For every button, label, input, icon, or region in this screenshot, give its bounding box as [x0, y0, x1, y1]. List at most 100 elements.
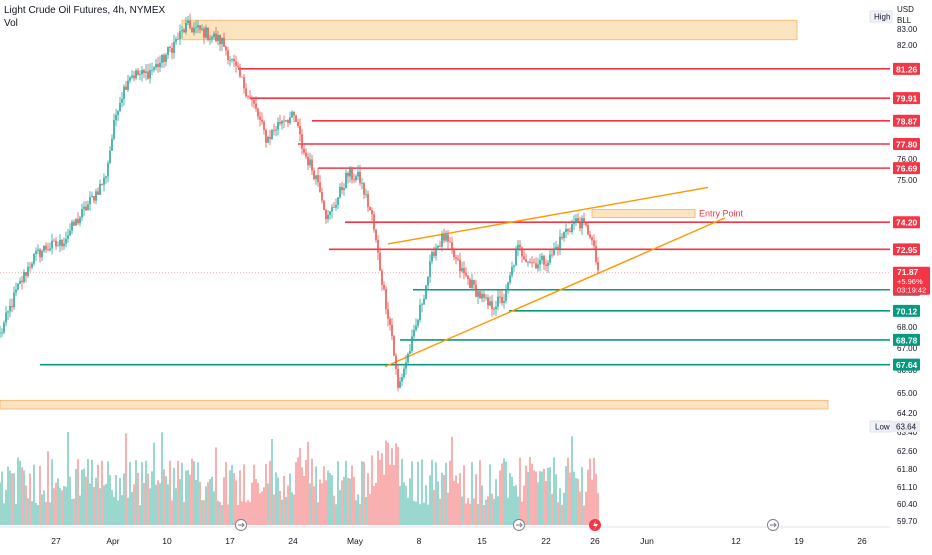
- candle-body: [365, 194, 367, 195]
- support-badge-1-bg: [893, 304, 920, 317]
- candle-body: [343, 188, 345, 191]
- candle-body: [41, 250, 43, 258]
- candle-body: [143, 69, 145, 74]
- volume-bar: [289, 473, 291, 525]
- candle-body: [71, 221, 73, 231]
- candles: [0, 13, 599, 392]
- candle: [129, 75, 131, 84]
- candle: [13, 286, 15, 310]
- volume-bar: [581, 467, 583, 525]
- candle-body: [557, 246, 559, 250]
- candle-body: [157, 63, 159, 68]
- volume-bar: [579, 491, 581, 525]
- candle-body: [595, 246, 597, 263]
- volume-bar: [129, 462, 131, 525]
- candle: [37, 244, 39, 255]
- candle-body: [377, 239, 379, 253]
- candle-body: [335, 204, 337, 208]
- candle-body: [461, 268, 463, 272]
- candle-body: [181, 29, 183, 32]
- candle-body: [311, 159, 313, 171]
- volume-bar: [229, 470, 231, 525]
- candle-body: [329, 211, 331, 215]
- candle: [205, 24, 207, 39]
- candle: [333, 202, 335, 209]
- candle: [111, 134, 113, 152]
- candle: [229, 56, 231, 67]
- candle-body: [255, 103, 257, 109]
- candle: [495, 300, 497, 317]
- candle: [11, 298, 13, 313]
- candle-body: [163, 55, 165, 62]
- volume-bar: [263, 487, 265, 525]
- candle-body: [281, 120, 283, 124]
- candle-body: [19, 280, 21, 284]
- resistance-badge-4-text: 76.69: [896, 164, 918, 174]
- candle: [537, 258, 539, 272]
- volume-bar: [423, 502, 425, 525]
- candle-body: [105, 176, 107, 178]
- candle: [279, 114, 281, 126]
- candle: [485, 293, 487, 301]
- candle-body: [77, 219, 79, 224]
- candle-body: [303, 148, 305, 153]
- candle: [535, 257, 537, 269]
- candle: [549, 248, 551, 266]
- volume-bar: [387, 442, 389, 525]
- candle-body: [321, 192, 323, 201]
- volume-bar: [9, 470, 11, 525]
- candle-body: [425, 285, 427, 299]
- volume-bar: [201, 500, 203, 525]
- candle: [271, 128, 273, 141]
- candle-body: [505, 289, 507, 302]
- time-tick-label: 22: [541, 536, 551, 546]
- volume-bar: [273, 494, 275, 525]
- candle-body: [413, 330, 415, 337]
- volume-bar: [15, 504, 17, 525]
- candle: [587, 222, 589, 236]
- candle-body: [141, 69, 143, 75]
- candle-body: [21, 280, 23, 283]
- candle-body: [339, 186, 341, 198]
- candle: [515, 245, 517, 267]
- candle-body: [267, 136, 269, 143]
- candle-body: [487, 297, 489, 306]
- candle-body: [407, 353, 409, 363]
- candle: [337, 197, 339, 210]
- candle: [533, 258, 535, 264]
- candle-body: [387, 309, 389, 319]
- candle-body: [533, 262, 535, 264]
- volume-bar: [381, 453, 383, 525]
- candle-body: [587, 224, 589, 235]
- candle: [1, 328, 3, 337]
- candle: [323, 199, 325, 211]
- volume-bar: [121, 495, 123, 525]
- volume-bar: [551, 493, 553, 525]
- volume-bar: [73, 498, 75, 525]
- supply-zone-1: [0, 399, 829, 410]
- candle-body: [541, 255, 543, 261]
- candle-body: [231, 58, 233, 60]
- candle: [389, 316, 391, 331]
- candle-body: [177, 38, 179, 40]
- candle: [21, 276, 23, 290]
- candle-body: [213, 33, 215, 38]
- volume-bar: [463, 465, 465, 525]
- candle-body: [353, 179, 355, 181]
- candle: [429, 254, 431, 284]
- candle: [137, 68, 139, 76]
- currency-label[interactable]: USD BLL: [897, 4, 914, 26]
- candle: [109, 146, 111, 165]
- candle: [247, 94, 249, 100]
- volume-bar: [105, 483, 107, 525]
- candle: [375, 228, 377, 243]
- candle: [189, 13, 191, 30]
- candle-body: [515, 248, 517, 266]
- time-tick-label: 8: [417, 536, 422, 546]
- volume-bar: [399, 485, 401, 525]
- candle-body: [351, 169, 353, 180]
- resistance-badge-4: 76.69: [893, 162, 920, 175]
- time-tick-label: 26: [857, 536, 867, 546]
